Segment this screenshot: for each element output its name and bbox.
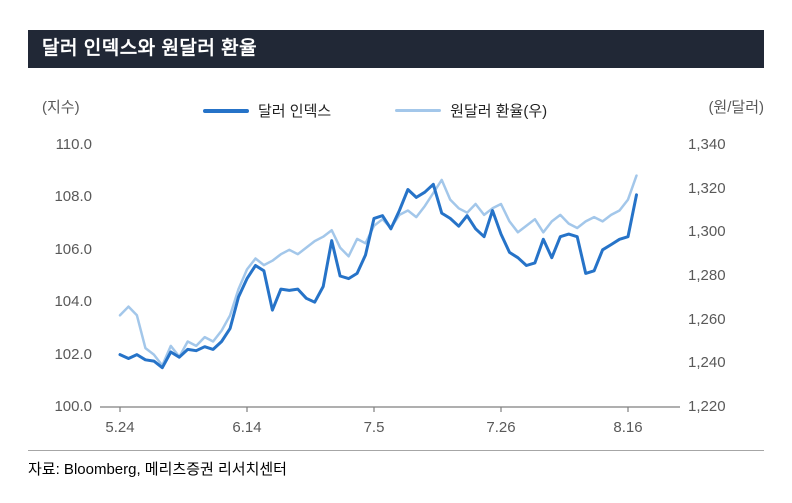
line-chart: [100, 174, 680, 412]
chart-title-bar: 달러 인덱스와 원달러 환율: [28, 30, 764, 68]
right-y-tick-label: 1,300: [688, 223, 726, 241]
right-y-tick-label: 1,340: [688, 136, 726, 153]
left-y-tick-label: 110.0: [55, 136, 92, 153]
won-dollar-line-swatch: [395, 109, 442, 112]
right-y-tick-label: 1,280: [688, 267, 726, 284]
legend-label: 달러 인덱스: [258, 103, 332, 120]
plot-area: [100, 145, 680, 412]
right-y-tick-label: 1,240: [688, 354, 726, 372]
x-tick-label: 5.24: [105, 419, 135, 436]
series-line-won-dollar: [118, 174, 638, 367]
series-line-dollar-index: [118, 182, 638, 370]
left-y-tick-label: 104.0: [54, 293, 92, 311]
left-y-tick-label: 102.0: [54, 345, 92, 363]
right-y-tick-label: 1,320: [688, 179, 726, 197]
left-y-tick-label: 100.0: [54, 398, 92, 415]
right-y-tick-label: 1,260: [688, 310, 726, 328]
chart-title: 달러 인덱스와 원달러 환율: [42, 38, 258, 59]
x-tick-label: 7.5: [363, 419, 385, 436]
left-y-tick-label: 108.0: [54, 188, 92, 206]
x-tick-label: 8.16: [613, 419, 643, 436]
chart-legend: 달러 인덱스 원달러 환율(우): [203, 100, 547, 121]
source-text: 자료: Bloomberg, 메리츠증권 리서치센터: [28, 461, 287, 478]
right-y-tick-label: 1,220: [688, 398, 726, 415]
left-y-tick-label: 106.0: [54, 240, 92, 258]
legend-label: 원달러 환율(우): [450, 103, 548, 120]
legend-item-won-dollar: 원달러 환율(우): [395, 100, 547, 121]
right-axis-unit-label: (원/달러): [708, 99, 764, 116]
x-tick-label: 7.26: [486, 419, 516, 436]
legend-item-dollar-index: 달러 인덱스: [203, 100, 331, 121]
footer-divider: [28, 450, 764, 451]
dollar-index-line-swatch: [203, 108, 249, 113]
x-tick-label: 6.14: [232, 419, 262, 436]
left-axis-unit-label: (지수): [42, 99, 80, 116]
